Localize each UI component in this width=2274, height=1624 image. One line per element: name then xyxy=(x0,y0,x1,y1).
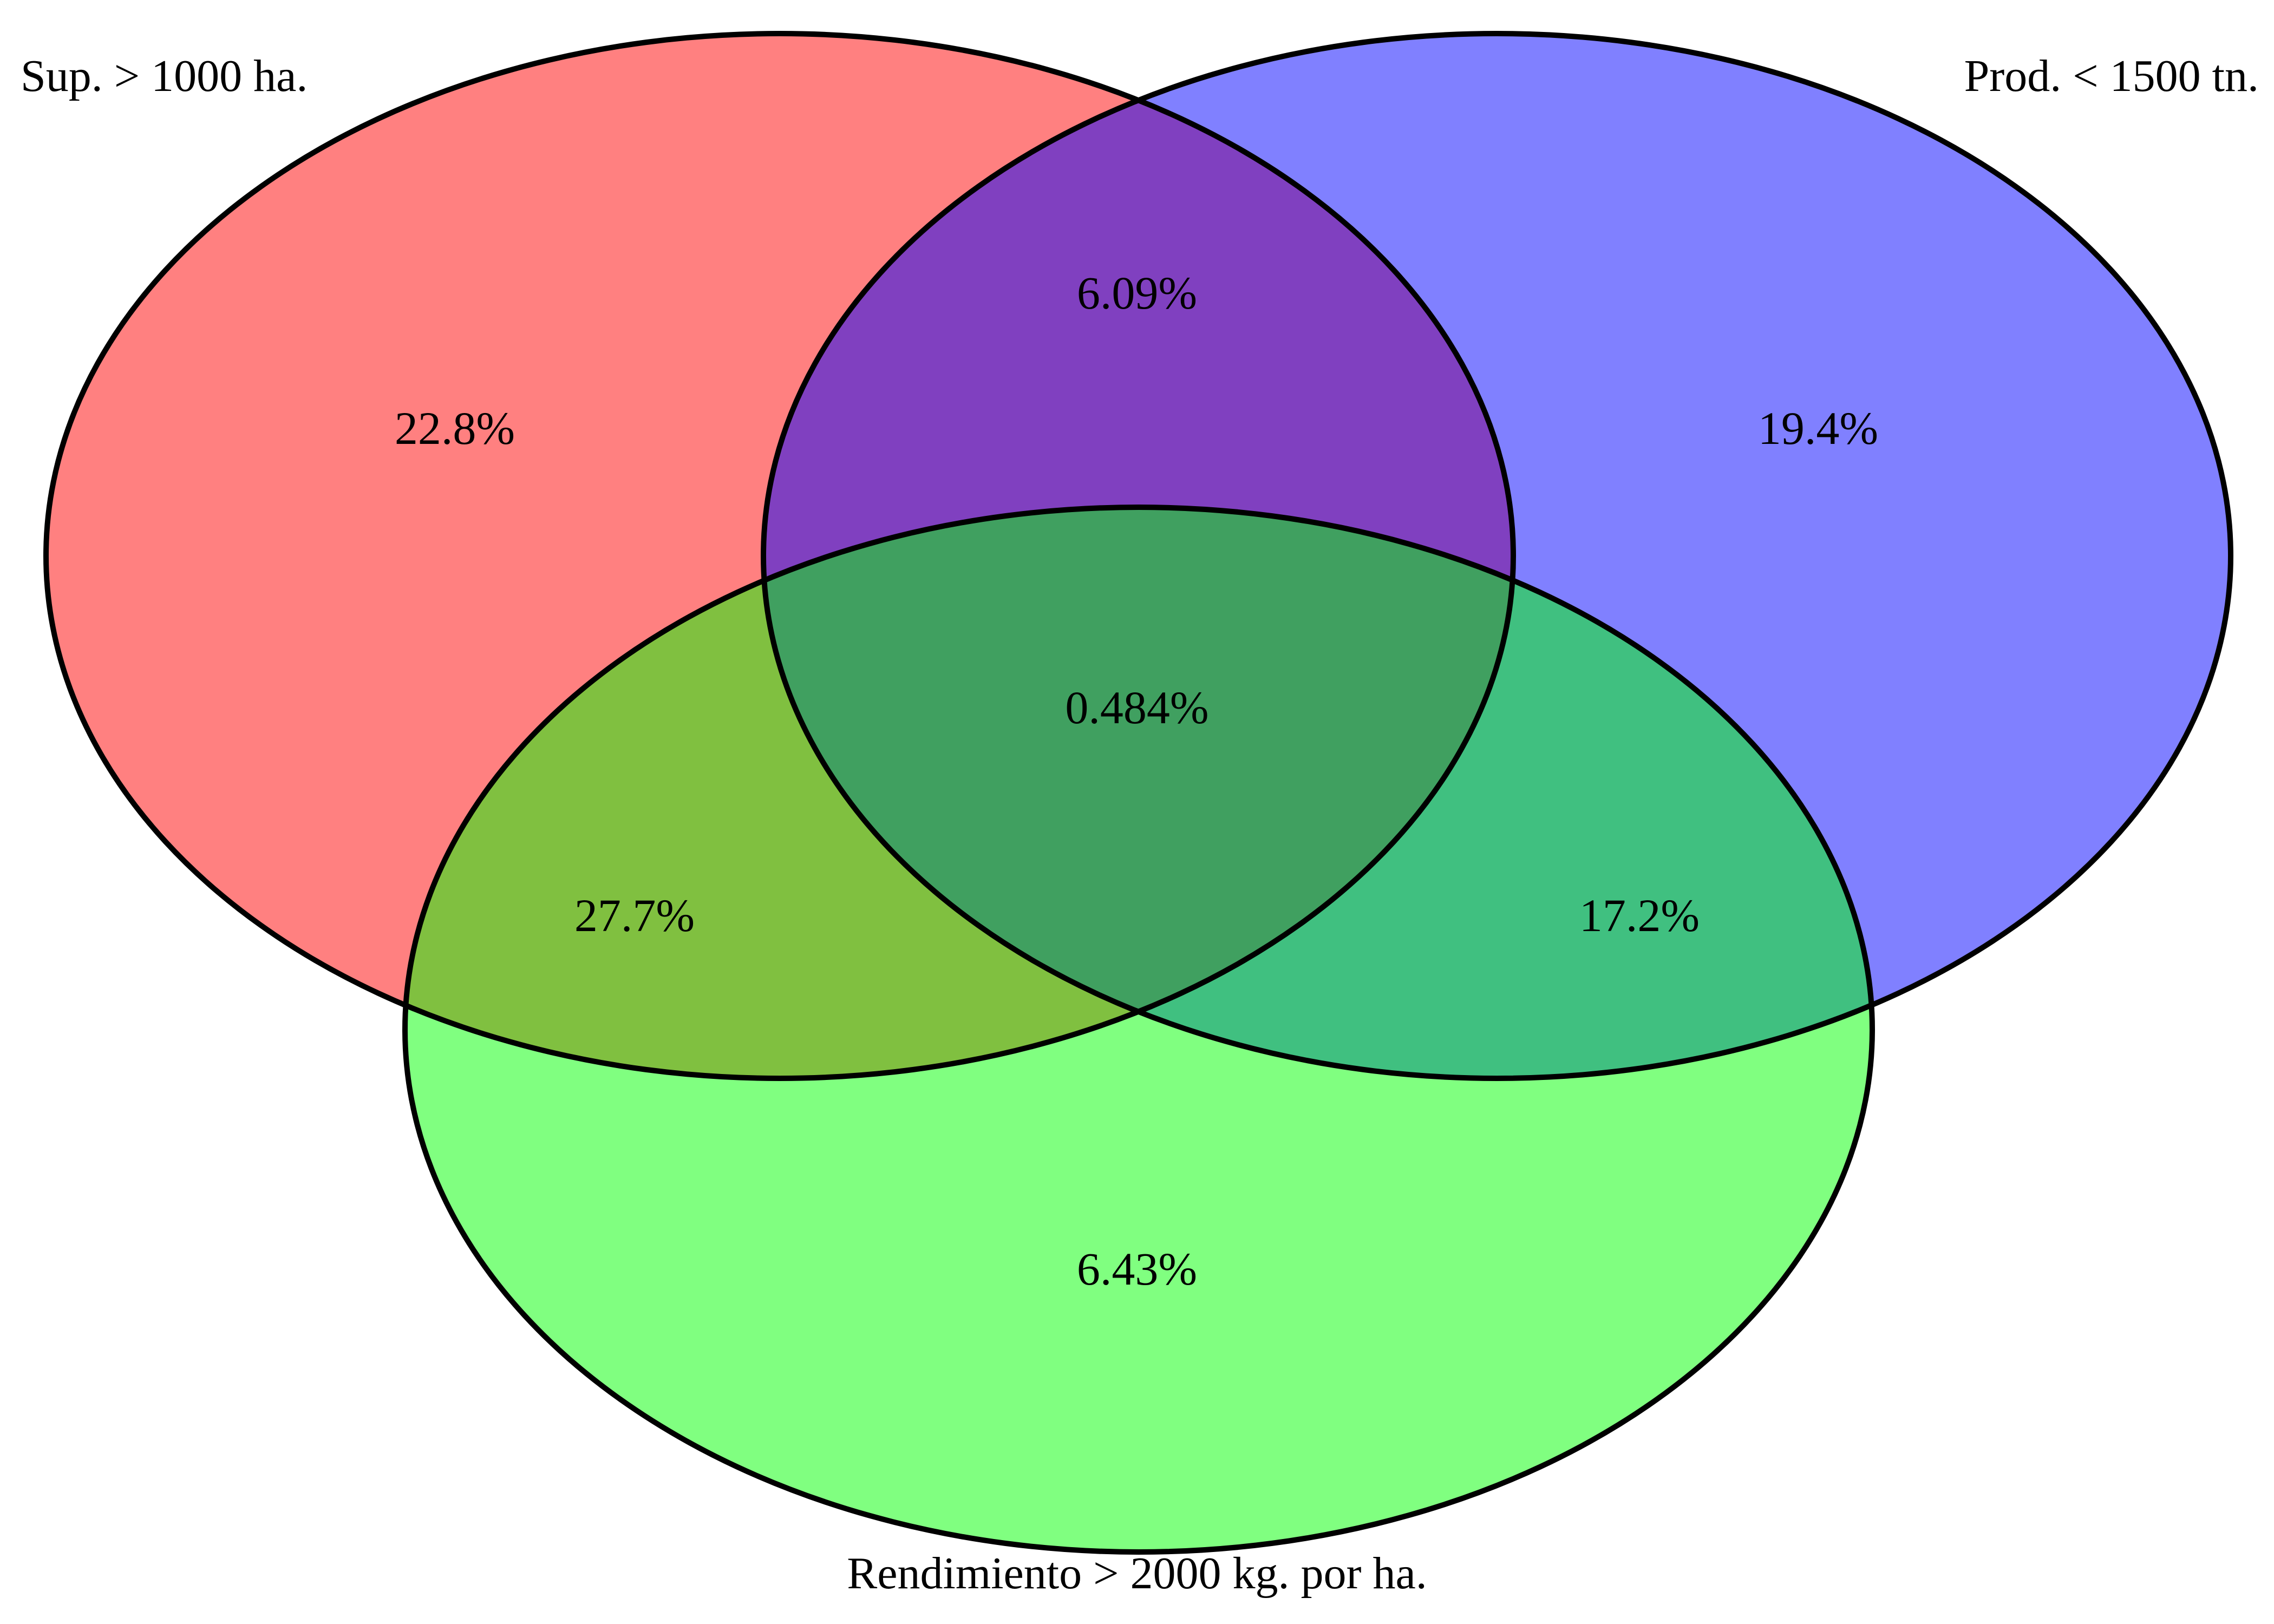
region-c-only-label: 6.43% xyxy=(1077,1243,1197,1295)
set-c-outline xyxy=(402,505,1875,1555)
region-abc-label: 0.484% xyxy=(1065,682,1208,734)
region-a-only-label: 22.8% xyxy=(395,402,515,454)
set-b-outline xyxy=(761,31,2233,1081)
region-ac-label: 27.7% xyxy=(574,889,695,941)
region-bc-label: 17.2% xyxy=(1579,889,1700,941)
region-ab-label: 6.09% xyxy=(1077,267,1197,319)
region-b-only-label: 19.4% xyxy=(1758,402,1878,454)
set-a-outline xyxy=(43,31,1516,1081)
set-a-label: Sup. > 1000 ha. xyxy=(21,51,308,101)
set-b-label: Prod. < 1500 tn. xyxy=(1964,51,2259,101)
set-c-label: Rendimiento > 2000 kg. por ha. xyxy=(847,1548,1427,1599)
